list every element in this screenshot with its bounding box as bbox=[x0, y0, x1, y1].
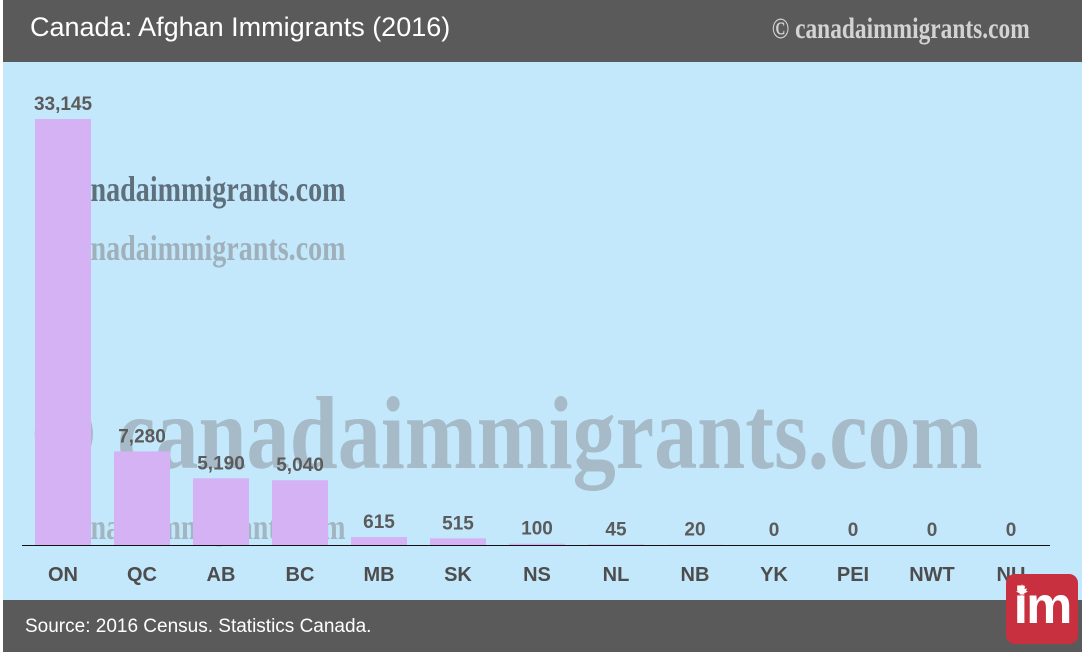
value-label-yk: 0 bbox=[769, 520, 780, 541]
value-label-ns: 100 bbox=[521, 519, 553, 540]
bar-on bbox=[35, 119, 91, 545]
tick-label-pei: PEI bbox=[837, 564, 869, 586]
tick-label-ns: NS bbox=[523, 564, 551, 586]
value-label-sk: 515 bbox=[442, 513, 474, 534]
tick-label-sk: SK bbox=[444, 564, 472, 586]
bar-ns bbox=[509, 543, 565, 545]
value-label-on: 33,145 bbox=[34, 94, 93, 115]
watermark-large: © canadaimmigrants.com bbox=[31, 376, 983, 491]
footer-bar: Source: 2016 Census. Statistics Canada. bbox=[3, 600, 1082, 652]
tick-label-bc: BC bbox=[286, 564, 315, 586]
value-label-pei: 0 bbox=[848, 520, 859, 541]
value-label-nb: 20 bbox=[684, 520, 705, 541]
tick-label-nb: NB bbox=[681, 564, 710, 586]
header-bar: Canada: Afghan Immigrants (2016) © canad… bbox=[3, 0, 1082, 62]
tick-label-nl: NL bbox=[603, 564, 630, 586]
bar-mb bbox=[351, 537, 407, 545]
maple-leaf-icon bbox=[1016, 584, 1028, 596]
value-label-nl: 45 bbox=[605, 519, 627, 540]
value-label-ab: 5,190 bbox=[197, 453, 245, 474]
value-label-nu: 0 bbox=[1006, 520, 1017, 541]
chart-title: Canada: Afghan Immigrants (2016) bbox=[30, 12, 451, 42]
tick-label-ab: AB bbox=[207, 564, 236, 586]
header-watermark: © canadaimmigrants.com bbox=[772, 12, 1030, 45]
tick-label-yk: YK bbox=[760, 564, 788, 586]
bar-ab bbox=[193, 478, 249, 545]
tick-label-mb: MB bbox=[363, 564, 394, 586]
tick-label-qc: QC bbox=[127, 564, 157, 586]
bar-qc bbox=[114, 451, 170, 545]
bar-sk bbox=[430, 538, 486, 545]
tick-label-nwt: NWT bbox=[909, 564, 955, 586]
site-logo[interactable]: im bbox=[1006, 574, 1078, 644]
source-note: Source: 2016 Census. Statistics Canada. bbox=[25, 616, 372, 637]
tick-label-on: ON bbox=[48, 564, 78, 586]
logo-text: im bbox=[1013, 577, 1073, 635]
value-label-nwt: 0 bbox=[927, 520, 938, 541]
bar-nl bbox=[588, 544, 644, 545]
value-label-qc: 7,280 bbox=[118, 426, 166, 447]
value-label-mb: 615 bbox=[363, 512, 395, 533]
value-label-bc: 5,040 bbox=[276, 455, 324, 476]
bar-bc bbox=[272, 480, 328, 545]
